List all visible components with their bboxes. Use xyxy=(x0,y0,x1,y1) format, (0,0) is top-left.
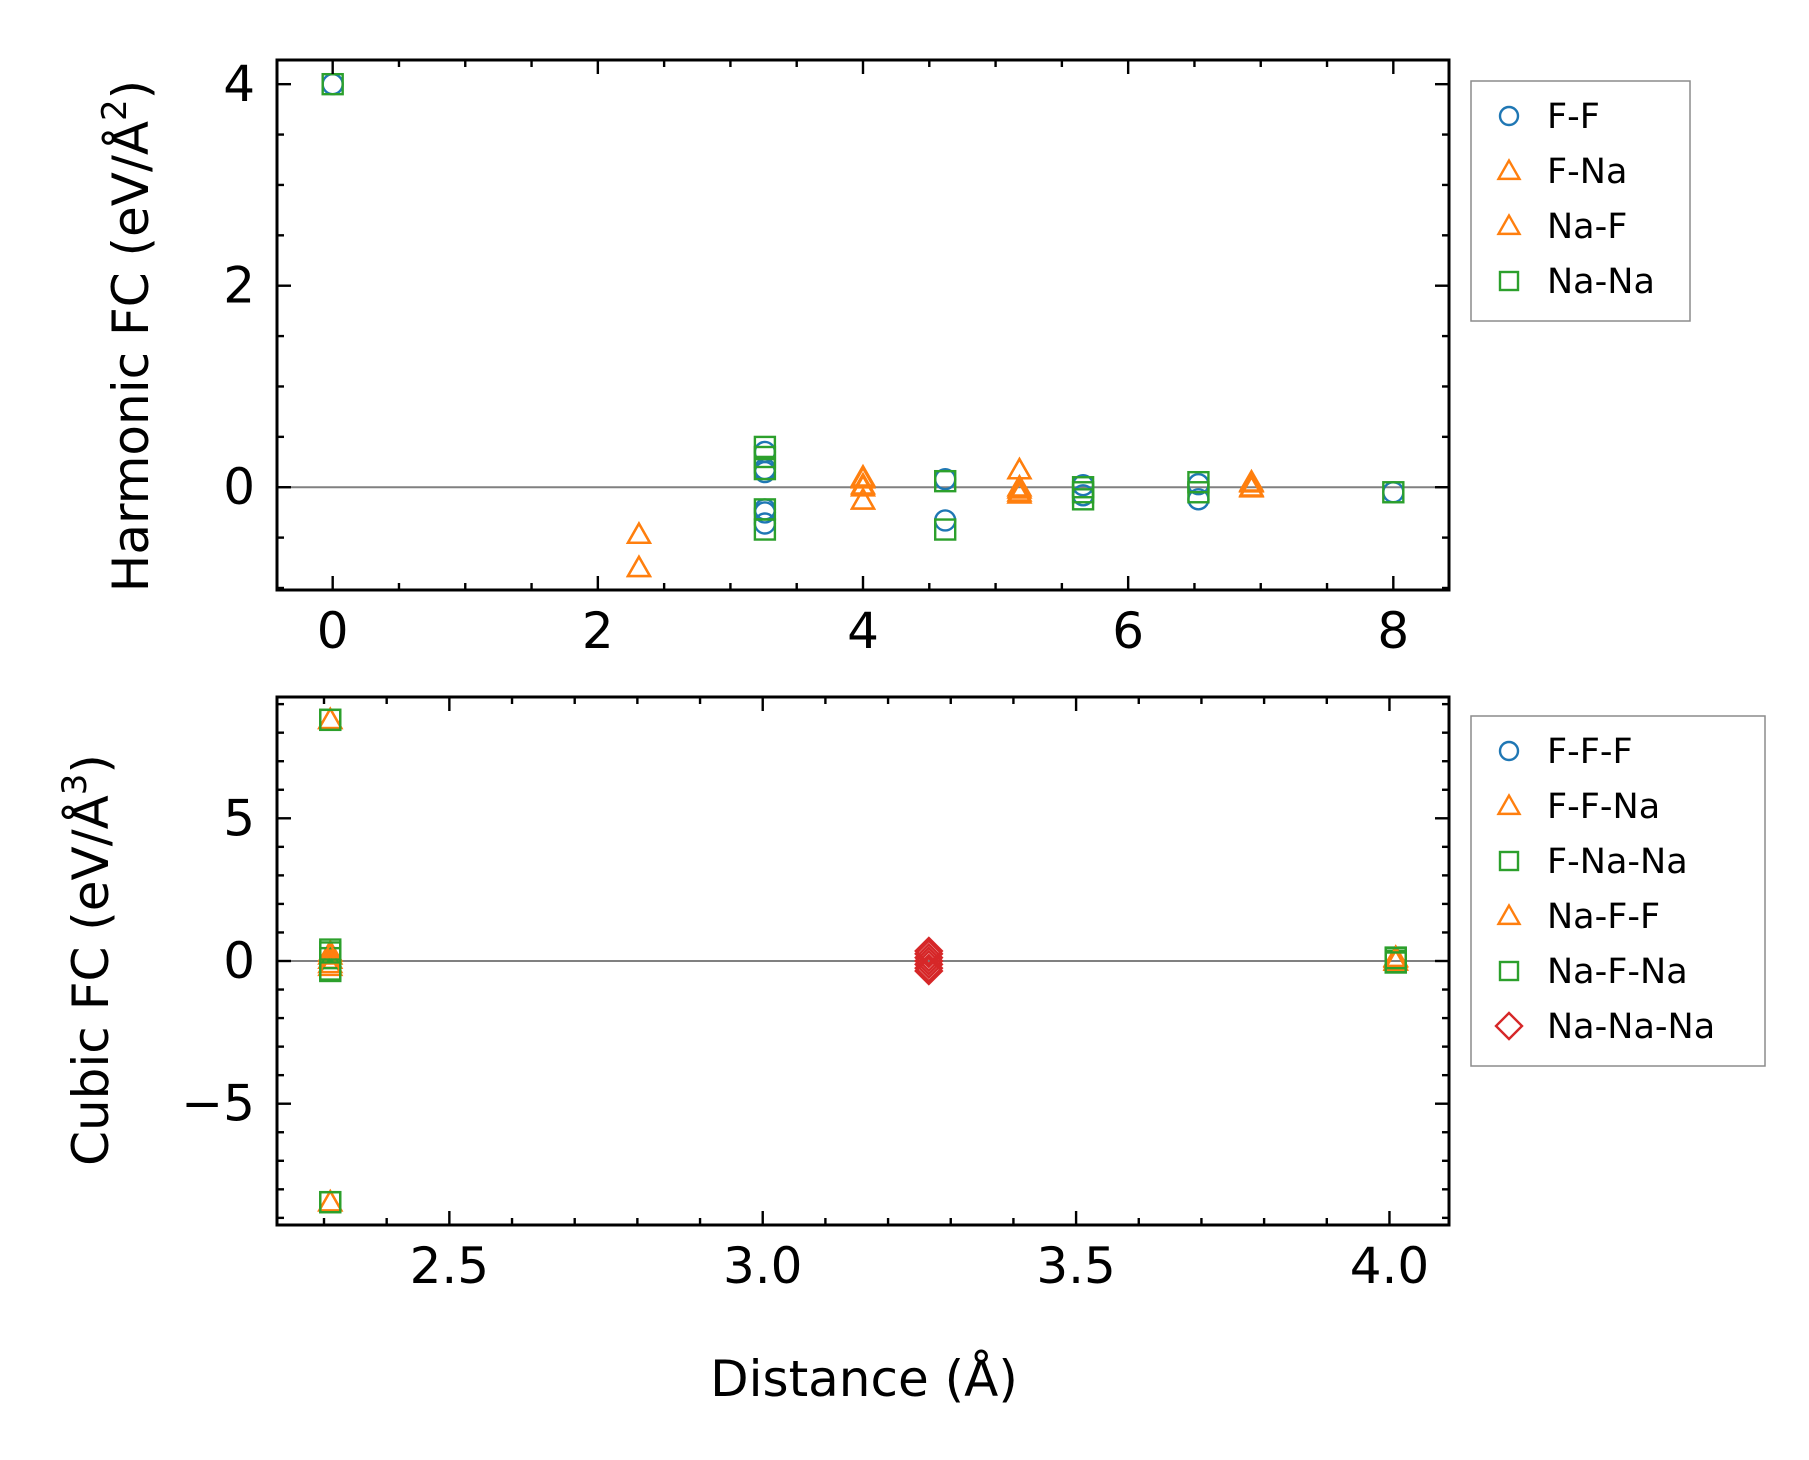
cubic-legend: F-F-F F-F-Na F-Na-Na Na-F-F Na-F-Na Na-Na-Na xyxy=(1470,715,1766,1067)
harmonic-y-tick-label: 0 xyxy=(223,458,255,516)
cubic-point-f-f-na xyxy=(317,953,344,977)
cubic-x-tick-label: 3.5 xyxy=(1036,1237,1116,1295)
cubic-point-na-f-na xyxy=(319,958,342,981)
cubic-tick-labels: 2.5 3.0 3.5 4.0 −5 0 5 xyxy=(181,789,1429,1295)
cubic-point-na-f-na xyxy=(319,941,342,964)
cubic-fc-panel: 2.5 3.0 3.5 4.0 −5 0 5 Cubic FC (eV/Å3) Distan… xyxy=(55,695,1766,1408)
harmonic-ticks xyxy=(277,60,1449,590)
harmonic-x-tick-label: 6 xyxy=(1112,602,1144,660)
harmonic-legend-marker-f-f xyxy=(1498,105,1520,127)
harmonic-point-na-f xyxy=(849,486,877,510)
cubic-legend-marker-f-na-na xyxy=(1498,850,1520,872)
harmonic-x-tick-label: 8 xyxy=(1377,602,1409,660)
cubic-data-points xyxy=(277,706,1449,1214)
cubic-legend-label-f-f-na: F-F-Na xyxy=(1547,787,1660,827)
cubic-point-na-f-f xyxy=(1382,948,1409,972)
harmonic-legend-label-na-f: Na-F xyxy=(1547,207,1627,247)
cubic-point-na-f-na xyxy=(1384,951,1407,974)
cubic-x-tick-label: 3.0 xyxy=(723,1237,803,1295)
harmonic-point-na-na xyxy=(753,445,777,469)
harmonic-point-na-f xyxy=(849,463,877,487)
harmonic-point-na-f xyxy=(1006,475,1033,499)
harmonic-x-tick-label: 2 xyxy=(582,602,614,660)
cubic-point-na-na-na xyxy=(914,956,944,986)
harmonic-point-na-f xyxy=(849,473,877,497)
harmonic-legend-label-f-f: F-F xyxy=(1547,97,1600,137)
harmonic-legend-marker-na-na xyxy=(1498,270,1520,292)
harmonic-tick-labels: 0 2 4 6 8 0 2 4 xyxy=(223,55,1409,660)
harmonic-legend-label-f-na: F-Na xyxy=(1547,152,1627,192)
cubic-point-na-na-na xyxy=(914,936,944,966)
harmonic-point-na-f xyxy=(1238,468,1265,492)
cubic-legend-label-f-na-na: F-Na-Na xyxy=(1547,842,1688,882)
harmonic-legend-marker-na-f xyxy=(1496,213,1522,236)
cubic-legend-label-f-f-f: F-F-F xyxy=(1547,732,1633,772)
harmonic-legend-marker-f-na xyxy=(1496,158,1522,181)
harmonic-legend: F-F F-Na Na-F Na-Na xyxy=(1470,80,1691,322)
harmonic-point-na-na xyxy=(753,457,777,481)
harmonic-point-na-na xyxy=(321,72,344,96)
cubic-legend-box xyxy=(1470,715,1766,1067)
harmonic-data-points xyxy=(277,72,1449,578)
cubic-point-na-f-na xyxy=(319,1190,342,1214)
cubic-point-na-f-f xyxy=(317,706,344,730)
harmonic-point-na-na xyxy=(933,469,957,493)
harmonic-y-tick-label: 4 xyxy=(223,55,255,113)
cubic-legend-marker-na-f-na xyxy=(1498,960,1520,982)
harmonic-y-axis-label: Harmonic FC (eV/Å2) xyxy=(95,80,160,592)
cubic-point-na-na-na xyxy=(914,946,944,976)
cubic-ticks xyxy=(277,697,1449,1225)
harmonic-x-tick-label: 4 xyxy=(847,602,879,660)
cubic-legend-marker-na-na-na xyxy=(1494,1011,1524,1041)
harmonic-point-na-f xyxy=(625,521,653,545)
harmonic-point-na-na xyxy=(933,518,957,541)
cubic-point-na-f-na xyxy=(319,708,342,732)
harmonic-y-tick-label: 2 xyxy=(223,257,255,315)
harmonic-point-na-f xyxy=(1238,474,1265,498)
harmonic-point-na-na xyxy=(1071,488,1095,511)
cubic-x-axis-label: Distance (Å) xyxy=(710,1350,1018,1408)
cubic-point-na-na-na xyxy=(914,953,944,983)
cubic-y-axis-label: Cubic FC (eV/Å3) xyxy=(55,754,120,1166)
harmonic-x-tick-label: 0 xyxy=(317,602,349,660)
harmonic-legend-label-na-na: Na-Na xyxy=(1547,262,1655,302)
harmonic-legend-box xyxy=(1470,80,1691,322)
cubic-y-tick-label: 5 xyxy=(223,789,255,847)
cubic-legend-marker-na-f-f xyxy=(1496,903,1522,926)
cubic-point-na-na-na xyxy=(914,949,944,980)
cubic-legend-label-na-f-f: Na-F-F xyxy=(1547,897,1660,937)
cubic-point-na-f-f xyxy=(317,1188,344,1212)
cubic-x-tick-label: 4.0 xyxy=(1350,1237,1430,1295)
harmonic-fc-panel: 0 2 4 6 8 0 2 4 Harmonic FC (eV/Å2) F-F F-Na Na-F… xyxy=(95,55,1691,660)
harmonic-point-na-f xyxy=(1006,480,1033,504)
cubic-legend-label-na-na-na: Na-Na-Na xyxy=(1547,1007,1715,1047)
cubic-x-tick-label: 2.5 xyxy=(410,1237,490,1295)
cubic-point-na-na-na xyxy=(914,939,944,969)
harmonic-point-na-f xyxy=(625,554,653,578)
cubic-legend-marker-f-f-f xyxy=(1498,740,1520,762)
cubic-y-tick-label: 0 xyxy=(223,932,255,990)
cubic-legend-label-na-f-na: Na-F-Na xyxy=(1547,952,1688,992)
cubic-point-na-na-na xyxy=(914,942,944,973)
harmonic-point-na-na xyxy=(753,518,777,541)
harmonic-point-na-na xyxy=(1382,481,1405,504)
cubic-y-tick-label: −5 xyxy=(181,1075,255,1133)
harmonic-point-na-na xyxy=(1187,481,1210,504)
cubic-legend-marker-f-f-na xyxy=(1496,793,1522,816)
